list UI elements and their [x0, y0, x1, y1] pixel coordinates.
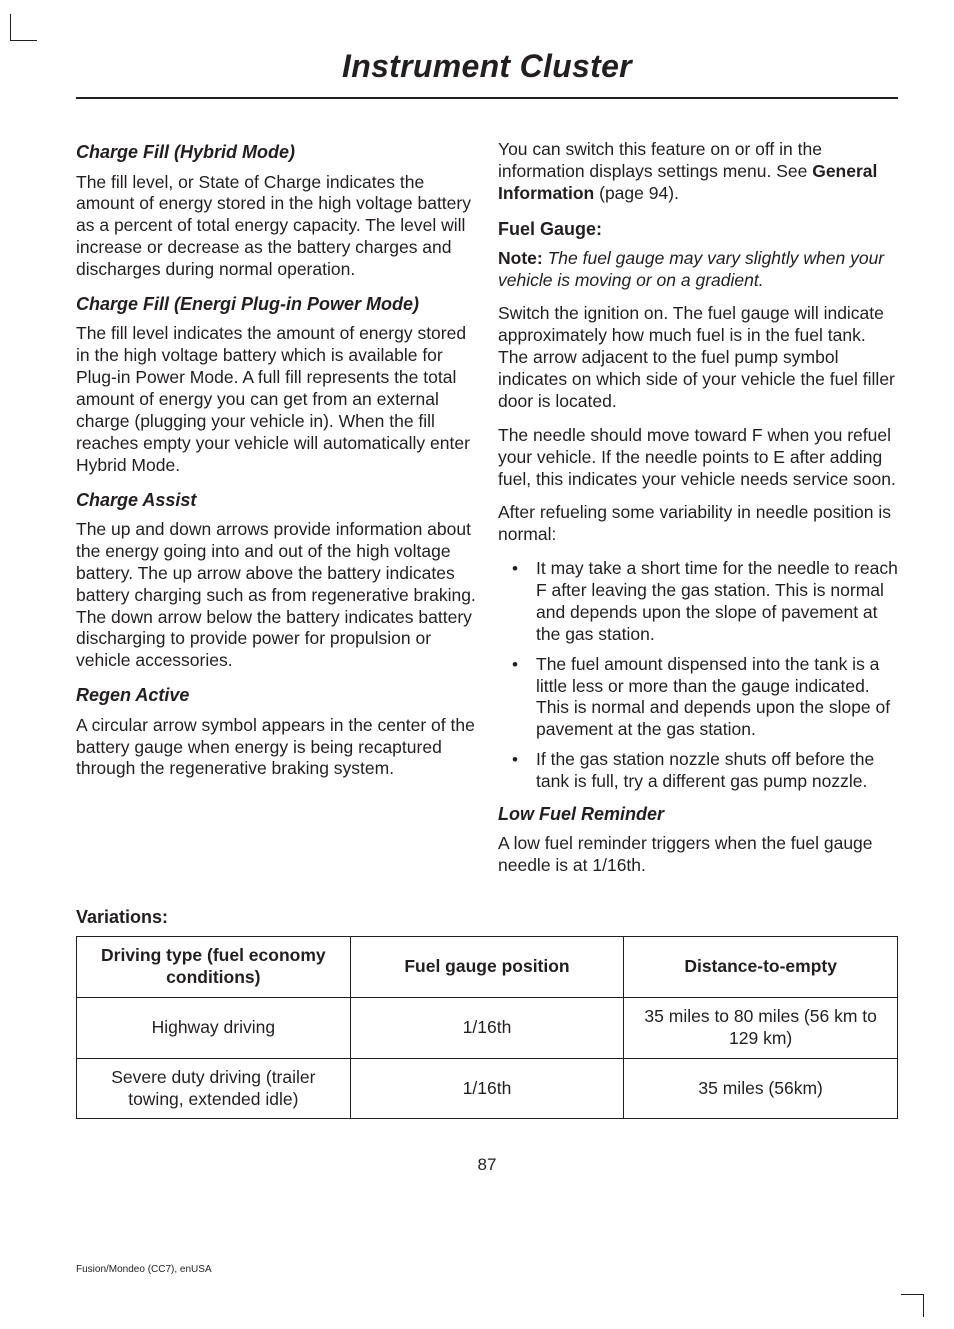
text: You can switch this feature on or off in…	[498, 139, 822, 181]
table-header-row: Driving type (fuel economy conditions) F…	[77, 937, 898, 998]
col-header: Driving type (fuel economy conditions)	[77, 937, 351, 998]
chapter-header: Instrument Cluster	[76, 48, 898, 99]
para: A low fuel reminder triggers when the fu…	[498, 833, 898, 877]
heading-charge-fill-hybrid: Charge Fill (Hybrid Mode)	[76, 141, 476, 164]
list-item: It may take a short time for the needle …	[498, 558, 898, 646]
table-row: Highway driving 1/16th 35 miles to 80 mi…	[77, 997, 898, 1058]
two-column-body: Charge Fill (Hybrid Mode) The fill level…	[76, 133, 898, 889]
para-feature-toggle: You can switch this feature on or off in…	[498, 139, 898, 205]
list-item: The fuel amount dispensed into the tank …	[498, 654, 898, 742]
cell: Highway driving	[77, 997, 351, 1058]
page-number: 87	[76, 1155, 898, 1175]
crop-mark-bottom-right	[901, 1294, 924, 1317]
right-column: You can switch this feature on or off in…	[498, 133, 898, 889]
cell: 35 miles to 80 miles (56 km to 129 km)	[624, 997, 898, 1058]
chapter-title: Instrument Cluster	[342, 48, 632, 84]
table-row: Severe duty driving (trailer towing, ext…	[77, 1058, 898, 1119]
list-item: If the gas station nozzle shuts off befo…	[498, 749, 898, 793]
heading-low-fuel-reminder: Low Fuel Reminder	[498, 803, 898, 826]
left-column: Charge Fill (Hybrid Mode) The fill level…	[76, 133, 476, 889]
note-body: The fuel gauge may vary slightly when yo…	[498, 248, 884, 290]
cell: 1/16th	[350, 1058, 624, 1119]
variations-table: Driving type (fuel economy conditions) F…	[76, 936, 898, 1119]
page: Instrument Cluster Charge Fill (Hybrid M…	[0, 0, 954, 1329]
heading-regen-active: Regen Active	[76, 684, 476, 707]
heading-fuel-gauge: Fuel Gauge:	[498, 219, 898, 240]
para: A circular arrow symbol appears in the c…	[76, 715, 476, 781]
para: The needle should move toward F when you…	[498, 425, 898, 491]
note: Note: The fuel gauge may vary slightly w…	[498, 248, 898, 292]
footer-docid: Fusion/Mondeo (CC7), enUSA	[76, 1264, 212, 1275]
para: The up and down arrows provide informati…	[76, 519, 476, 672]
para: After refueling some variability in need…	[498, 502, 898, 546]
bullet-list: It may take a short time for the needle …	[498, 558, 898, 793]
note-label: Note:	[498, 248, 543, 268]
cell: 1/16th	[350, 997, 624, 1058]
para: The fill level, or State of Charge indic…	[76, 172, 476, 281]
col-header: Distance-to-empty	[624, 937, 898, 998]
heading-charge-fill-energi: Charge Fill (Energi Plug-in Power Mode)	[76, 293, 476, 316]
heading-variations: Variations:	[76, 907, 898, 928]
crop-mark-top-left	[10, 14, 37, 41]
para: Switch the ignition on. The fuel gauge w…	[498, 303, 898, 412]
cell: 35 miles (56km)	[624, 1058, 898, 1119]
cell: Severe duty driving (trailer towing, ext…	[77, 1058, 351, 1119]
col-header: Fuel gauge position	[350, 937, 624, 998]
para: The fill level indicates the amount of e…	[76, 323, 476, 476]
heading-charge-assist: Charge Assist	[76, 489, 476, 512]
text: (page 94).	[594, 183, 679, 203]
